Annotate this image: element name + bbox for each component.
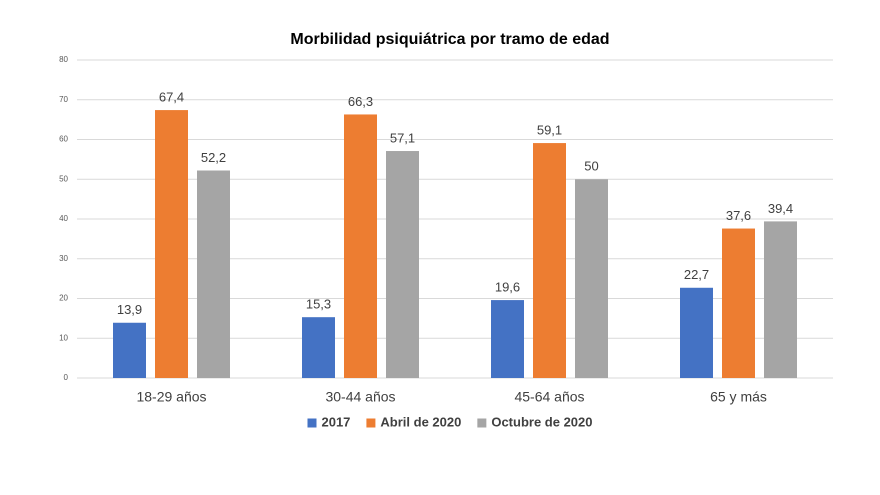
- y-tick-label: 20: [59, 294, 68, 303]
- legend-label: 2017: [321, 414, 350, 429]
- y-tick-label: 40: [59, 214, 68, 223]
- x-tick-label: 30-44 años: [325, 389, 395, 405]
- data-label: 57,1: [390, 130, 415, 145]
- data-label: 22,7: [684, 267, 709, 282]
- x-tick-label: 18-29 años: [136, 389, 206, 405]
- bar: [575, 179, 608, 378]
- y-tick-label: 30: [59, 254, 68, 263]
- bar: [533, 143, 566, 378]
- data-label: 50: [584, 159, 598, 174]
- bar: [302, 317, 335, 378]
- x-tick-label: 65 y más: [710, 389, 767, 405]
- bar: [113, 322, 146, 378]
- bar: [722, 228, 755, 378]
- data-label: 19,6: [495, 280, 520, 295]
- bar: [680, 287, 713, 378]
- data-label: 59,1: [537, 123, 562, 138]
- y-tick-label: 50: [59, 174, 68, 183]
- data-label: 52,2: [201, 150, 226, 165]
- y-tick-label: 10: [59, 333, 68, 342]
- bar: [344, 114, 377, 379]
- legend-swatch: [307, 418, 317, 428]
- y-tick-label: 70: [59, 95, 68, 104]
- bar: [491, 300, 524, 378]
- data-label: 39,4: [768, 201, 793, 216]
- data-label: 66,3: [348, 94, 373, 109]
- legend-label: Octubre de 2020: [491, 414, 592, 429]
- y-tick-label: 80: [59, 55, 68, 64]
- data-label: 67,4: [159, 90, 184, 105]
- x-tick-label: 45-64 años: [514, 389, 584, 405]
- legend-swatch: [477, 418, 487, 428]
- data-label: 37,6: [726, 208, 751, 223]
- legend-swatch: [366, 418, 376, 428]
- bar: [197, 170, 230, 378]
- legend-label: Abril de 2020: [380, 414, 461, 429]
- chart-title: Morbilidad psiquiátrica por tramo de eda…: [290, 31, 609, 48]
- y-tick-label: 60: [59, 135, 68, 144]
- data-label: 15,3: [306, 297, 331, 312]
- bar: [386, 151, 419, 378]
- y-tick-label: 0: [64, 373, 69, 382]
- bar: [764, 221, 797, 378]
- data-label: 13,9: [117, 302, 142, 317]
- bar: [155, 110, 188, 379]
